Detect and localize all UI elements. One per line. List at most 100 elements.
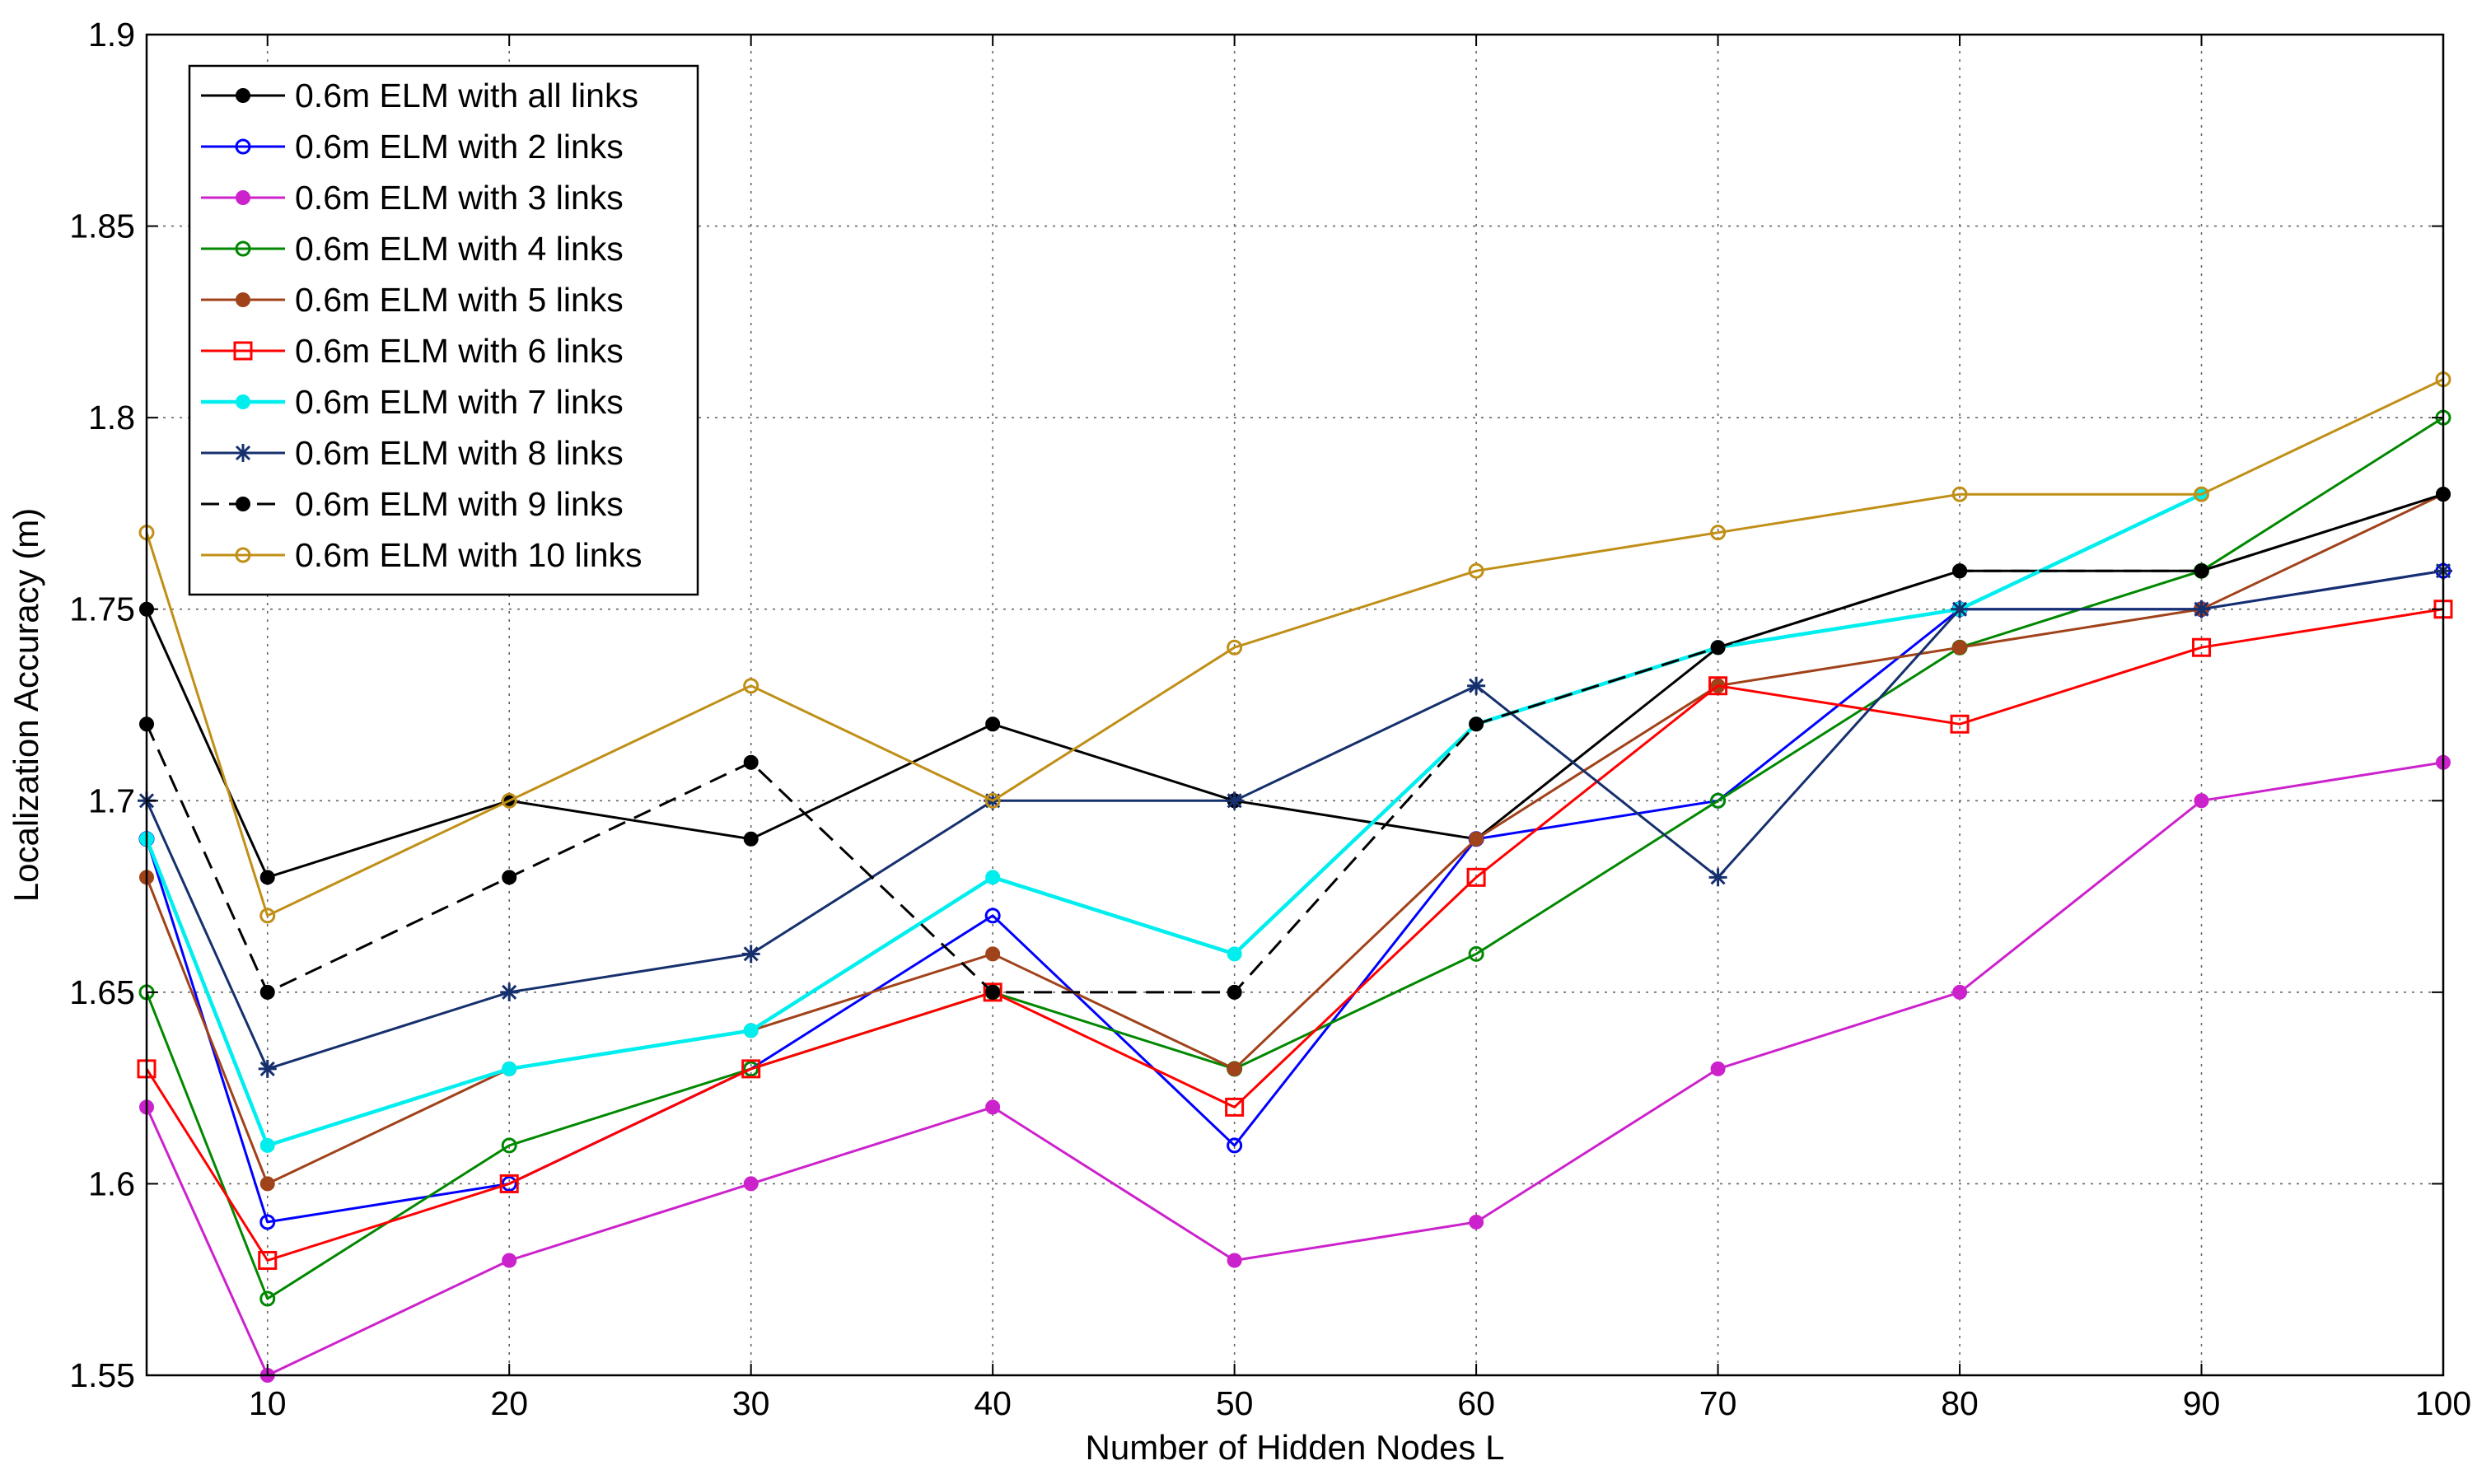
legend-entry: 0.6m ELM with 6 links (201, 332, 624, 370)
legend-marker (236, 394, 250, 409)
data-point (501, 1137, 517, 1154)
series-line (145, 608, 2444, 1262)
data-point (2194, 563, 2209, 579)
data-point (1710, 1061, 1726, 1076)
data-point (500, 982, 519, 1001)
y-tick-label: 1.7 (88, 782, 135, 819)
data-point (501, 1175, 517, 1192)
data-point (1227, 946, 1242, 962)
x-tick-label: 30 (732, 1384, 770, 1422)
data-series (137, 371, 2453, 1383)
data-point (743, 678, 759, 694)
data-point (1952, 984, 1968, 1000)
data-point (259, 984, 275, 1000)
data-point (1468, 562, 1484, 579)
data-point (743, 1023, 759, 1038)
legend-label: 0.6m ELM with 4 links (295, 230, 624, 268)
data-point (1710, 792, 1727, 809)
y-tick-label: 1.9 (88, 16, 135, 54)
y-tick-label: 1.8 (88, 399, 135, 436)
legend-label: 0.6m ELM with 5 links (295, 281, 624, 319)
legend-marker (235, 547, 251, 563)
legend-label: 0.6m ELM with 3 links (295, 179, 624, 217)
x-tick-label: 100 (2415, 1384, 2471, 1422)
data-point (984, 792, 1001, 809)
x-tick-label: 90 (2183, 1384, 2221, 1422)
legend-marker (235, 240, 251, 257)
legend-marker (236, 88, 250, 103)
data-point (743, 754, 759, 770)
x-tick-label: 20 (490, 1384, 528, 1422)
axis-ticks: 10 20 30 40 50 60 70 80 90 100 1.55 1.6 1.65 1.7 1.75 1… (69, 16, 2471, 1422)
series-line (144, 492, 2203, 1148)
legend-label: 0.6m ELM with 7 links (295, 383, 624, 421)
series-9 (139, 487, 2451, 1000)
data-point (984, 908, 1001, 924)
x-tick-label: 60 (1457, 1384, 1495, 1422)
x-tick-label: 70 (1699, 1384, 1737, 1422)
data-point (985, 946, 1001, 962)
legend-marker (236, 292, 250, 307)
data-point (1708, 676, 1728, 696)
data-point (1951, 486, 1968, 502)
data-point (985, 1099, 1001, 1115)
legend-marker (236, 190, 250, 205)
legend-entry: 0.6m ELM with 4 links (201, 230, 624, 268)
x-tick-label: 80 (1941, 1384, 1979, 1422)
legend-marker (236, 497, 250, 511)
y-axis-label: Localization Accuracy (m) (7, 508, 45, 903)
data-point (743, 1061, 759, 1077)
data-point (1952, 640, 1968, 656)
data-point (502, 1061, 517, 1076)
data-point (1952, 563, 1968, 579)
data-point (2192, 637, 2212, 657)
series-line (145, 378, 2444, 917)
legend-marker (233, 341, 253, 361)
legend-label: 0.6m ELM with 10 links (295, 536, 643, 574)
legend-entry: 0.6m ELM with 10 links (201, 536, 643, 574)
data-point (743, 1176, 759, 1192)
data-point (1227, 1137, 1243, 1154)
legend-entry: 0.6m ELM with all links (201, 77, 638, 114)
data-point (1469, 831, 1484, 847)
legend-entry: 0.6m ELM with 2 links (201, 128, 624, 166)
y-tick-label: 1.75 (69, 590, 135, 628)
data-point (1469, 1214, 1484, 1230)
legend-label: 0.6m ELM with all links (295, 77, 638, 114)
legend-label: 0.6m ELM with 6 links (295, 332, 624, 370)
data-point (259, 1290, 276, 1307)
series-6 (137, 600, 2453, 1270)
data-point (741, 945, 760, 964)
y-tick-label: 1.55 (69, 1356, 135, 1394)
legend-marker (234, 444, 252, 462)
data-point (985, 984, 1001, 1000)
legend: 0.6m ELM with all links 0.6m ELM with 2 l… (188, 64, 699, 596)
data-point (1710, 525, 1727, 541)
legend-box (188, 64, 699, 596)
legend-entry: 0.6m ELM with 9 links (201, 485, 624, 523)
legend-label: 0.6m ELM with 9 links (295, 485, 624, 523)
data-point (1951, 600, 1970, 618)
data-point (741, 1059, 761, 1079)
data-point (502, 870, 517, 885)
data-point (1469, 716, 1484, 732)
data-point (743, 831, 759, 847)
data-point (259, 1176, 275, 1192)
data-point (983, 982, 1002, 1002)
data-point (1227, 1253, 1242, 1268)
data-point (502, 1253, 517, 1268)
data-point (1225, 1097, 1245, 1117)
legend-marker (235, 138, 251, 155)
legend-entry: 0.6m ELM with 7 links (201, 383, 624, 421)
legend-label: 0.6m ELM with 8 links (295, 434, 624, 472)
data-point (1467, 676, 1486, 695)
data-point (2194, 486, 2210, 502)
data-point (1466, 867, 1486, 887)
plot-frame (145, 33, 2445, 1377)
data-point (1227, 984, 1242, 1000)
data-point (985, 716, 1001, 732)
data-point (259, 1214, 276, 1230)
data-point (258, 1059, 277, 1078)
data-point (985, 870, 1001, 885)
